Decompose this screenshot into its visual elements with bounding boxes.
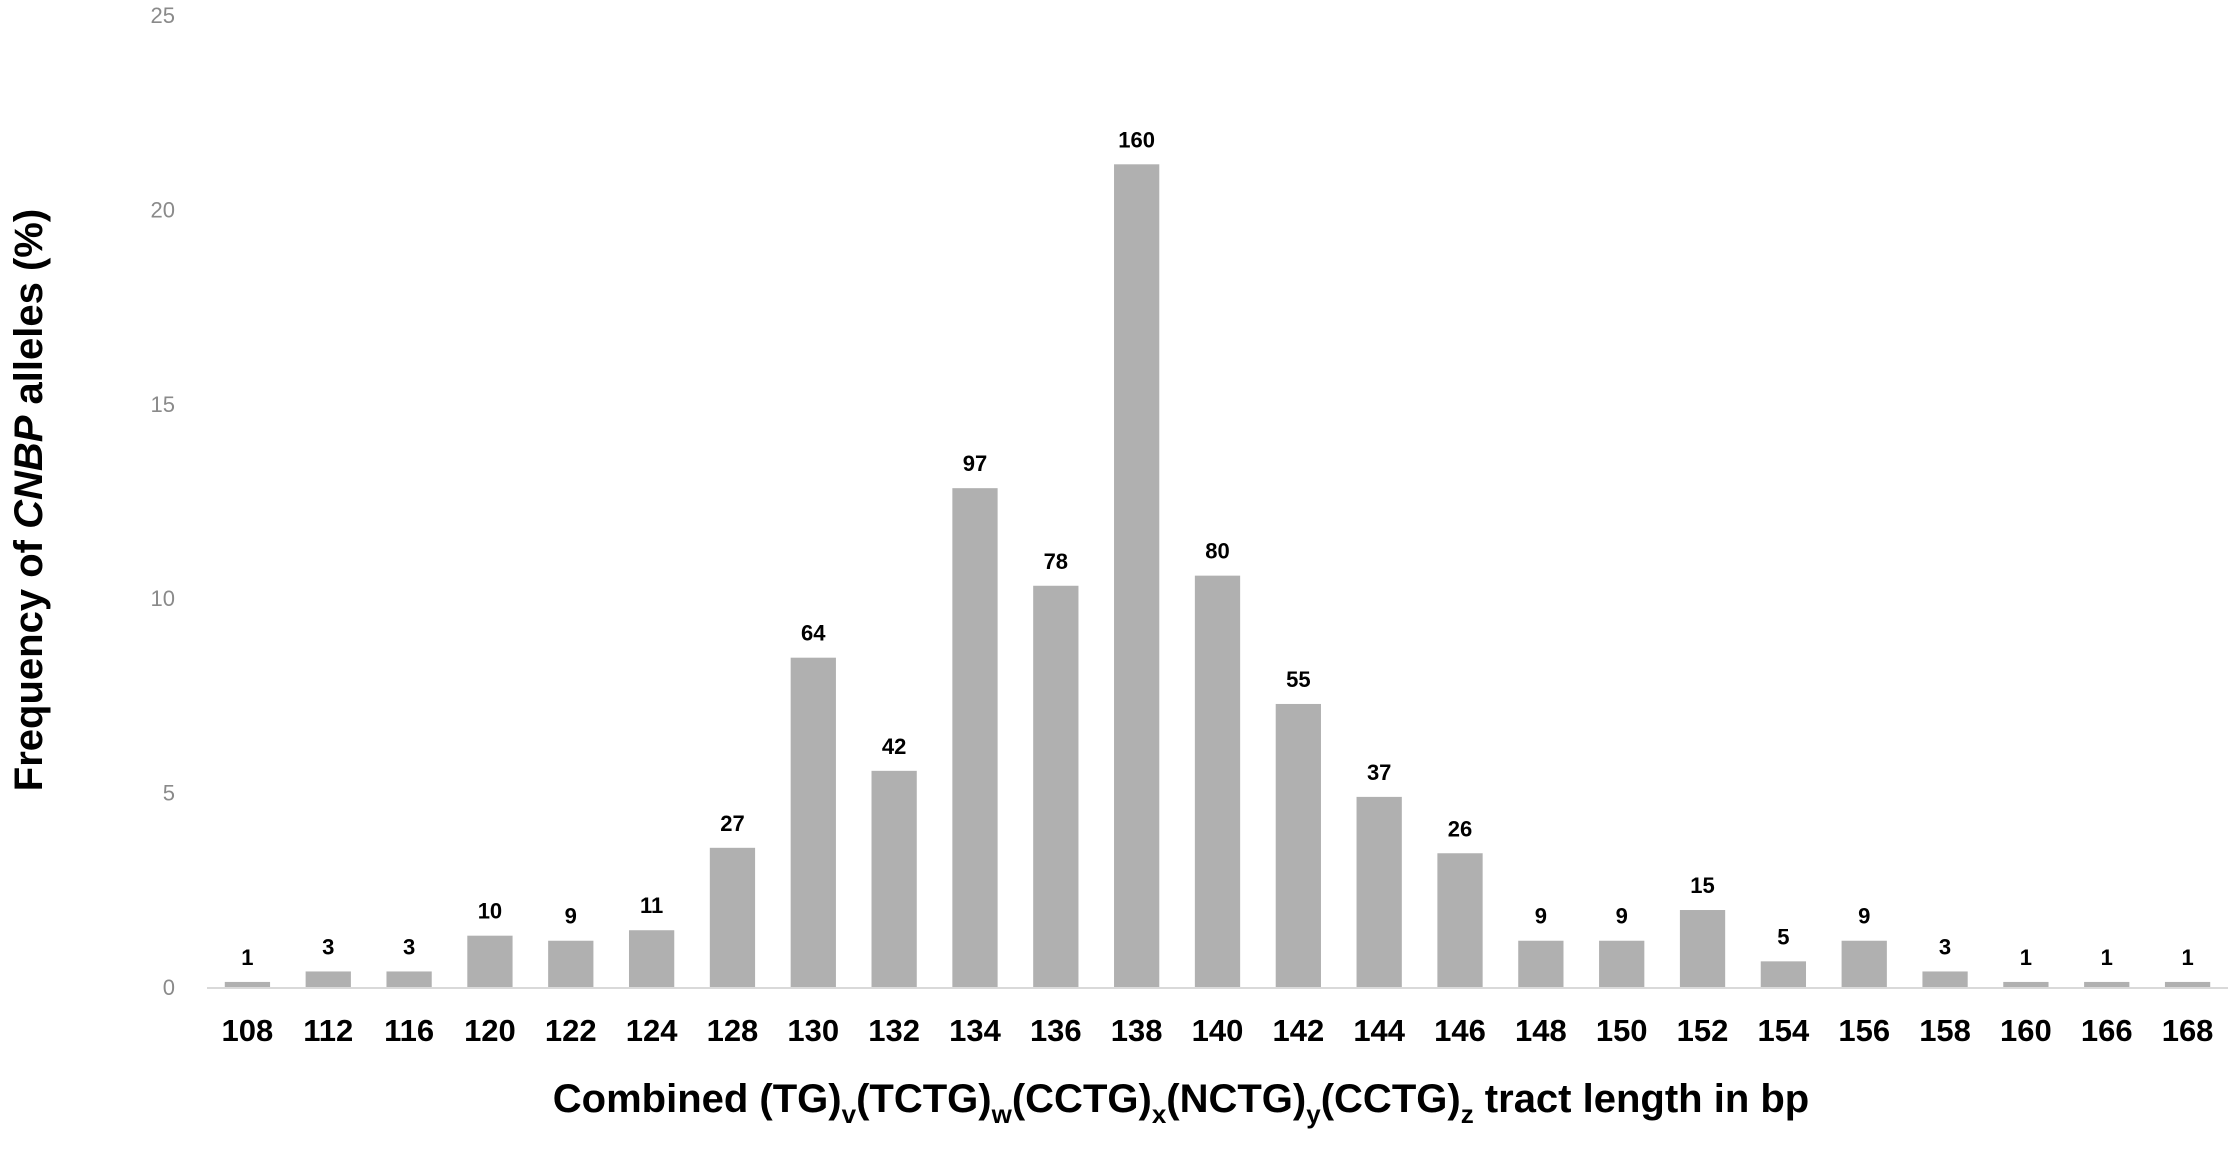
data-label: 26 bbox=[1448, 816, 1472, 841]
data-label: 9 bbox=[1535, 904, 1547, 929]
y-tick-label: 25 bbox=[151, 3, 175, 28]
bar bbox=[709, 847, 756, 987]
bar bbox=[1437, 853, 1483, 987]
x-tick-label: 124 bbox=[626, 1013, 678, 1048]
x-tick-label: 132 bbox=[868, 1013, 920, 1048]
x-tick-label: 142 bbox=[1272, 1013, 1324, 1048]
bar bbox=[2164, 981, 2211, 987]
y-axis-label: Frequency of CNBP alleles (%) bbox=[7, 209, 51, 791]
bar bbox=[1599, 940, 1645, 987]
y-tick-label: 0 bbox=[163, 975, 175, 1000]
data-label: 9 bbox=[1858, 904, 1870, 929]
data-label: 97 bbox=[963, 451, 987, 476]
bar bbox=[1356, 796, 1402, 987]
bar bbox=[1922, 971, 1968, 987]
bars bbox=[224, 164, 2211, 987]
x-tick-label: 166 bbox=[2081, 1013, 2133, 1048]
x-tick-label: 134 bbox=[949, 1013, 1001, 1048]
data-label: 42 bbox=[882, 734, 906, 759]
data-label: 160 bbox=[1118, 127, 1155, 152]
bar bbox=[1841, 940, 1887, 987]
bar bbox=[1275, 703, 1321, 987]
data-label: 5 bbox=[1777, 924, 1789, 949]
data-label: 1 bbox=[2020, 945, 2032, 970]
x-tick-label: 122 bbox=[545, 1013, 597, 1048]
x-tick-label: 116 bbox=[384, 1013, 434, 1048]
x-tick-label: 160 bbox=[2000, 1013, 2052, 1048]
x-tick-label: 120 bbox=[464, 1013, 516, 1048]
data-label: 3 bbox=[403, 934, 415, 959]
bar bbox=[871, 770, 917, 987]
data-label: 1 bbox=[241, 945, 253, 970]
data-label: 55 bbox=[1286, 667, 1310, 692]
bar bbox=[2003, 981, 2049, 987]
data-label: 9 bbox=[1616, 904, 1628, 929]
x-tick-label: 168 bbox=[2162, 1013, 2214, 1048]
y-tick-label: 10 bbox=[151, 586, 175, 611]
x-tick-label: 148 bbox=[1515, 1013, 1567, 1048]
data-label: 27 bbox=[720, 811, 744, 836]
x-axis-title: Combined (TG)v(TCTG)w(CCTG)x(NCTG)y(CCTG… bbox=[553, 1077, 1809, 1129]
bar bbox=[628, 930, 675, 987]
y-tick-label: 5 bbox=[163, 781, 175, 806]
data-label: 15 bbox=[1690, 873, 1714, 898]
x-tick-label: 144 bbox=[1353, 1013, 1405, 1048]
bar bbox=[790, 657, 836, 987]
data-label: 3 bbox=[1939, 934, 1951, 959]
bar bbox=[224, 981, 271, 987]
data-label: 11 bbox=[640, 893, 663, 918]
x-tick-label: 158 bbox=[1919, 1013, 1971, 1048]
x-axis-label: Combined (TG)v(TCTG)w(CCTG)x(NCTG)y(CCTG… bbox=[553, 1077, 1809, 1129]
x-tick-label: 156 bbox=[1838, 1013, 1890, 1048]
x-tick-label: 112 bbox=[303, 1013, 353, 1048]
x-tick-label: 152 bbox=[1677, 1013, 1729, 1048]
y-tick-labels: 0 5 10 15 20 25 bbox=[151, 3, 175, 1000]
x-tick-label: 154 bbox=[1758, 1013, 1810, 1048]
data-label: 10 bbox=[478, 899, 502, 924]
bar bbox=[1518, 940, 1564, 987]
bar bbox=[1679, 910, 1726, 987]
x-tick-label: 146 bbox=[1434, 1013, 1486, 1048]
x-tick-label: 150 bbox=[1596, 1013, 1648, 1048]
x-tick-label: 136 bbox=[1030, 1013, 1082, 1048]
y-tick-label: 20 bbox=[151, 197, 175, 222]
data-label: 1 bbox=[2181, 945, 2193, 970]
x-tick-label: 138 bbox=[1111, 1013, 1163, 1048]
data-label: 80 bbox=[1205, 539, 1229, 564]
y-tick-label: 15 bbox=[151, 392, 175, 417]
y-axis-title: Frequency of CNBP alleles (%) bbox=[7, 209, 51, 791]
x-tick-labels: 108 112 116 120 122 124 128 130 132 134 136 138 140 1… bbox=[222, 1013, 2214, 1048]
bar bbox=[467, 935, 513, 987]
bar bbox=[952, 488, 998, 987]
x-tick-label: 108 bbox=[222, 1013, 274, 1048]
bar bbox=[1194, 575, 1241, 987]
bar bbox=[1114, 164, 1160, 987]
bar bbox=[2084, 981, 2130, 987]
x-tick-label: 130 bbox=[787, 1013, 839, 1048]
bar bbox=[548, 940, 594, 987]
bar bbox=[1760, 961, 1807, 987]
data-label: 1 bbox=[2101, 945, 2113, 970]
bar bbox=[386, 971, 432, 987]
x-tick-label: 140 bbox=[1192, 1013, 1244, 1048]
data-label: 3 bbox=[322, 934, 334, 959]
data-label: 64 bbox=[801, 621, 826, 646]
data-label: 78 bbox=[1044, 549, 1068, 574]
bar bbox=[305, 971, 351, 987]
x-tick-label: 128 bbox=[707, 1013, 759, 1048]
data-label: 37 bbox=[1367, 760, 1391, 785]
data-label: 9 bbox=[565, 904, 577, 929]
bar bbox=[1033, 585, 1079, 987]
